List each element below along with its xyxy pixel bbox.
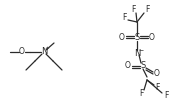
Text: F: F	[164, 92, 168, 100]
Text: O: O	[125, 61, 131, 71]
Text: S: S	[140, 61, 146, 71]
Text: O: O	[149, 33, 155, 43]
Text: +: +	[45, 46, 49, 51]
Text: F: F	[139, 89, 143, 98]
Text: F: F	[155, 84, 159, 92]
Text: O: O	[19, 48, 25, 56]
Text: F: F	[122, 14, 126, 22]
Text: F: F	[145, 6, 149, 14]
Text: S: S	[134, 33, 140, 43]
Text: N: N	[134, 48, 140, 58]
Text: O: O	[154, 69, 160, 79]
Text: O: O	[119, 33, 125, 43]
Text: F: F	[131, 6, 135, 14]
Text: N: N	[41, 48, 47, 56]
Text: −: −	[138, 48, 144, 53]
